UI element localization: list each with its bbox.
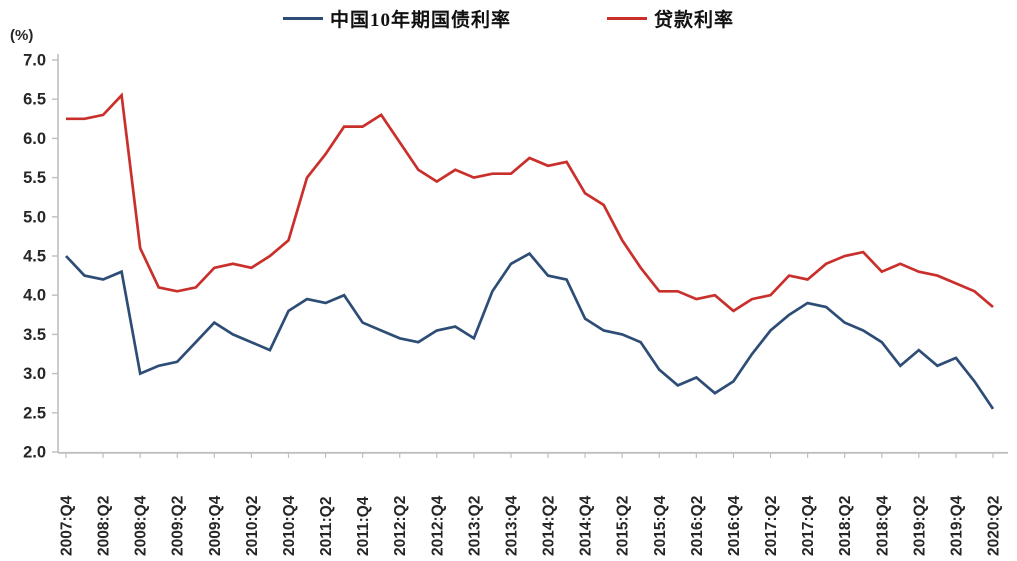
legend-item-bond: 中国10年期国债利率: [282, 5, 511, 32]
y-tick-label: 3.5: [23, 326, 46, 344]
x-tick-label: 2015:Q4: [652, 495, 669, 556]
x-tick-label: 2016:Q4: [726, 495, 743, 556]
x-tick-label: 2013:Q2: [466, 496, 483, 556]
x-tick-label: 2011:Q4: [355, 496, 372, 556]
y-tick-label: 7.0: [23, 52, 46, 70]
x-tick-label: 2016:Q2: [689, 496, 706, 556]
x-tick-label: 2011:Q2: [318, 497, 335, 556]
y-tick-label: 5.5: [23, 169, 46, 187]
x-tick-label: 2020:Q2: [986, 496, 1003, 556]
x-tick-label: 2019:Q2: [911, 496, 928, 556]
x-tick-label: 2017:Q4: [800, 495, 817, 556]
legend-label-bond: 中国10年期国债利率: [329, 10, 511, 31]
y-tick-label: 2.5: [23, 404, 46, 422]
legend-item-loan: 贷款利率: [607, 5, 734, 32]
x-tick-label: 2018:Q2: [837, 496, 854, 556]
x-tick-label: 2012:Q4: [429, 495, 446, 556]
y-tick-label: 4.5: [23, 248, 46, 266]
legend-line-swatch-bond: [282, 16, 323, 21]
x-tick-label: 2014:Q2: [541, 496, 558, 556]
x-tick-label: 2008:Q4: [133, 495, 150, 556]
x-tick-label: 2007:Q4: [59, 495, 76, 556]
x-tick-label: 2008:Q2: [96, 496, 113, 556]
x-tick-label: 2019:Q4: [948, 495, 965, 556]
x-tick-label: 2009:Q4: [207, 495, 224, 556]
y-tick-label: 3.0: [23, 365, 46, 383]
y-axis-unit-label: (%): [10, 27, 34, 44]
x-tick-label: 2010:Q2: [244, 496, 261, 556]
y-tick-label: 2.0: [23, 444, 46, 462]
legend-label-loan: 贷款利率: [654, 10, 735, 31]
bond-yield-line: [65, 251, 995, 410]
legend: 中国10年期国债利率 贷款利率: [0, 5, 1017, 32]
x-tick-label: 2013:Q4: [503, 495, 520, 556]
loan-rate-line: [66, 92, 994, 313]
legend-line-swatch-loan: [607, 16, 647, 21]
x-tick-label: 2014:Q4: [578, 495, 595, 556]
x-tick-label: 2015:Q2: [615, 496, 632, 556]
y-tick-label: 5.0: [23, 208, 46, 226]
y-tick-label: 6.5: [23, 91, 46, 109]
x-tick-label: 2018:Q4: [874, 495, 891, 556]
y-tick-label: 6.0: [23, 130, 46, 148]
x-tick-label: 2009:Q2: [170, 496, 187, 556]
y-tick-label: 4.0: [23, 287, 46, 305]
x-tick-label: 2017:Q2: [763, 496, 780, 556]
x-tick-label: 2010:Q4: [281, 495, 298, 556]
x-tick-label: 2012:Q2: [392, 496, 409, 556]
